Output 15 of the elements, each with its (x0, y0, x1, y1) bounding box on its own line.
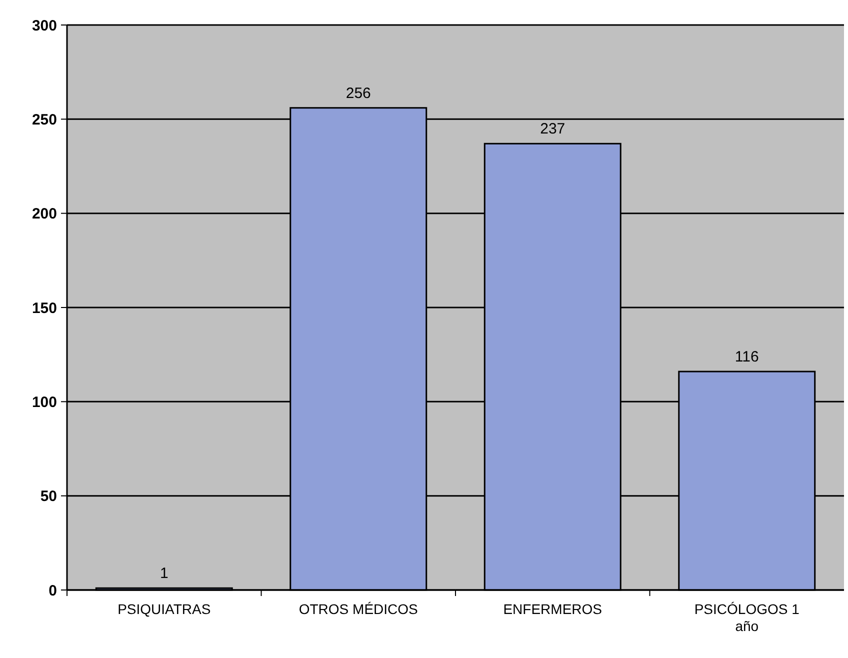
y-tick-label: 200 (32, 206, 57, 223)
y-tick-label: 0 (48, 582, 57, 600)
data-label: 1 (160, 565, 168, 582)
y-tick-label: 50 (40, 488, 57, 506)
x-tick-label: PSIQUIATRAS (118, 601, 211, 617)
x-tick-label: ENFERMEROS (503, 601, 602, 617)
data-label: 256 (346, 84, 371, 102)
y-tick-label: 300 (32, 17, 57, 34)
x-tick-label: OTROS MÉDICOS (298, 601, 418, 617)
y-tick-label: 150 (32, 300, 57, 317)
x-tick-label: PSICÓLOGOS 1 año (694, 601, 800, 634)
data-label: 116 (734, 348, 759, 366)
data-label: 237 (540, 120, 566, 138)
y-tick-label: 250 (32, 111, 57, 128)
y-tick-label: 100 (32, 394, 57, 411)
